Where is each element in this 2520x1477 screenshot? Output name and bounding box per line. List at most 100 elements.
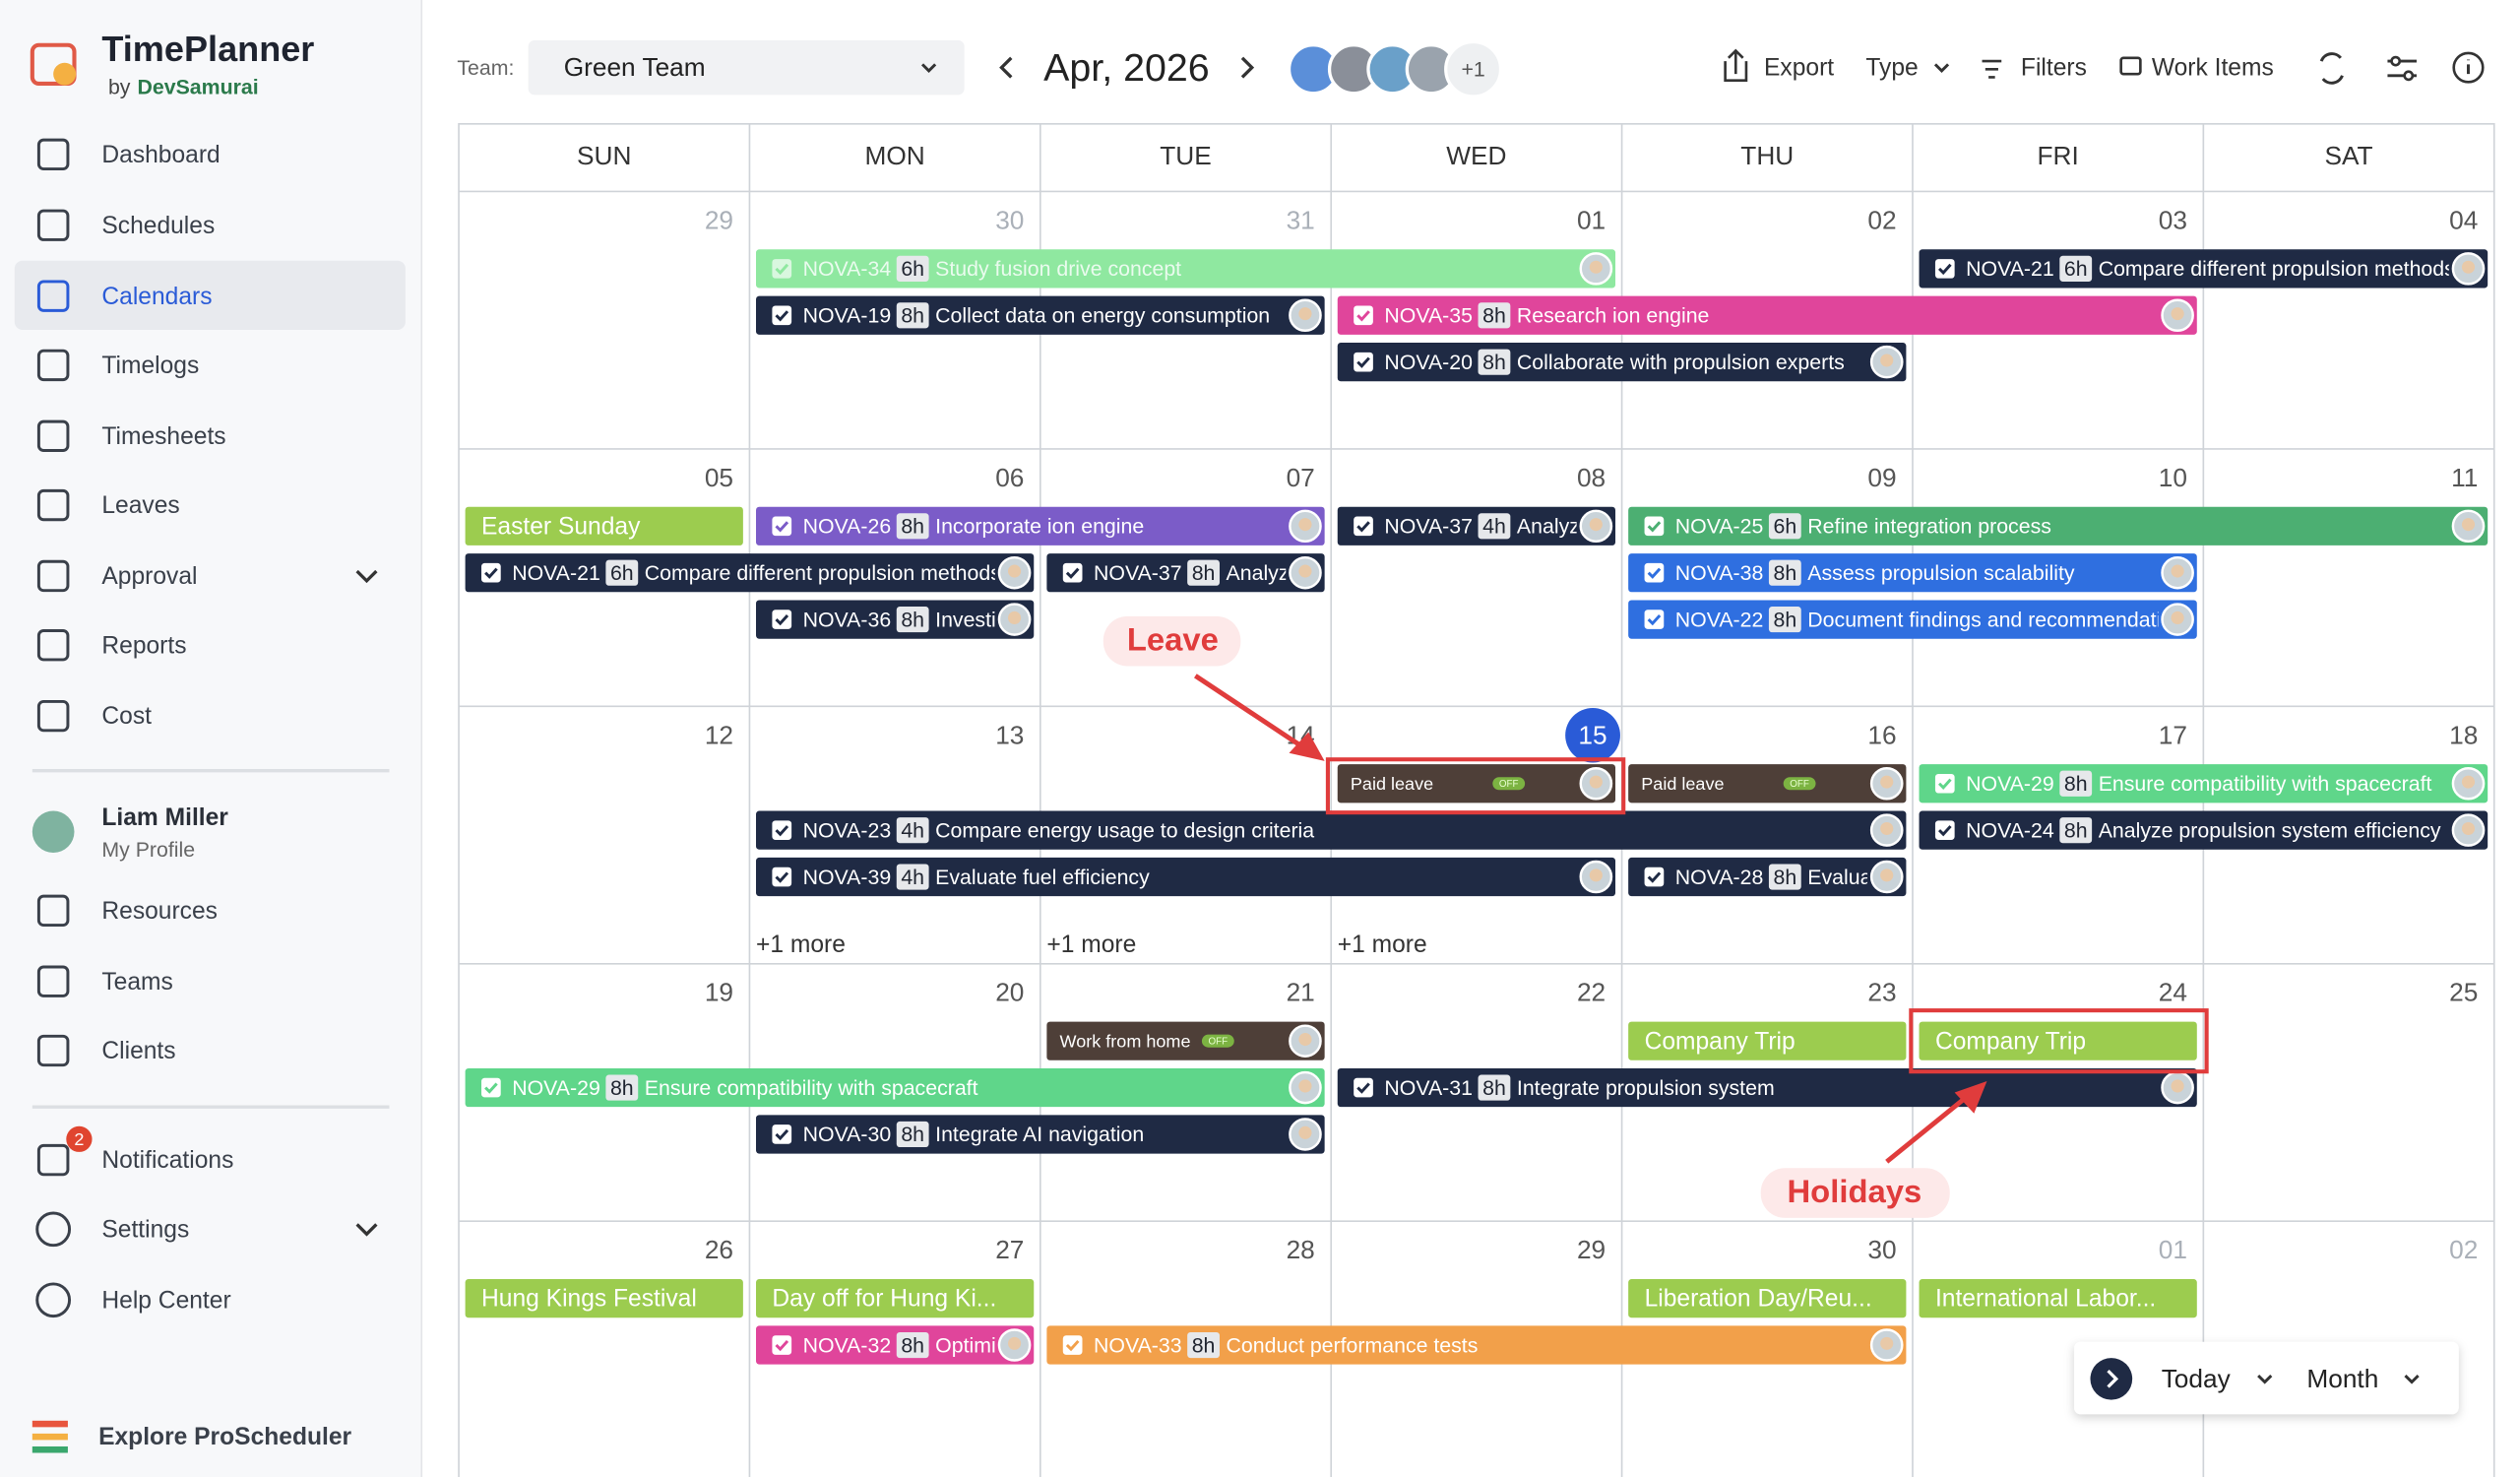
nav-item[interactable]: Schedules — [101, 213, 215, 239]
prev-button[interactable] — [999, 56, 1013, 79]
checkbox[interactable] — [772, 516, 792, 537]
nav-item[interactable]: Timelogs — [101, 353, 199, 379]
leave-bar[interactable] — [1046, 1021, 1325, 1060]
event[interactable]: NOVA-39 4h Evaluate fuel efficiency — [756, 857, 1616, 897]
checkbox[interactable] — [772, 1335, 792, 1355]
profile-name[interactable]: Liam Miller — [101, 804, 228, 831]
holiday-title[interactable]: Company Trip — [1935, 1028, 2086, 1055]
nav-item[interactable]: Clients — [101, 1038, 175, 1064]
checkbox[interactable] — [772, 305, 792, 326]
task-bar[interactable] — [1046, 553, 1325, 593]
toolbar-action[interactable]: Type — [1865, 55, 1918, 82]
expand-button[interactable] — [2090, 1358, 2133, 1400]
nav-icon[interactable] — [36, 699, 70, 733]
refresh-icon[interactable] — [2319, 52, 2344, 85]
event[interactable]: NOVA-34 6h Study fusion drive concept — [756, 249, 1616, 289]
checkbox[interactable] — [1354, 305, 1373, 326]
checkbox[interactable] — [1354, 1077, 1373, 1098]
nav-icon[interactable] — [36, 419, 70, 452]
checkbox[interactable] — [772, 867, 792, 887]
info-icon[interactable] — [2452, 51, 2485, 84]
nav-item[interactable]: Notifications — [101, 1147, 233, 1174]
more-link[interactable]: +1 more — [756, 931, 846, 958]
holiday-title[interactable]: Liberation Day/Reu... — [1645, 1286, 1872, 1313]
event[interactable]: NOVA-31 8h Integrate propulsion system — [1337, 1067, 2197, 1108]
view-mode[interactable]: Month — [2306, 1364, 2378, 1393]
event[interactable]: Easter Sunday — [465, 506, 743, 546]
member-more-count[interactable]: +1 — [1461, 58, 1484, 82]
holiday-bar[interactable] — [465, 506, 743, 546]
leave-title[interactable]: Paid leave — [1641, 774, 1724, 794]
nav-item[interactable]: Teams — [101, 969, 172, 995]
nav-icon[interactable] — [36, 209, 70, 241]
nav-icon[interactable] — [36, 965, 70, 997]
holiday-bar[interactable] — [465, 1279, 743, 1318]
holiday-bar[interactable] — [1919, 1279, 2197, 1318]
holiday-title[interactable]: Hung Kings Festival — [481, 1286, 697, 1313]
nav-icon[interactable] — [36, 894, 70, 928]
event[interactable]: NOVA-37 8h Analyz — [1046, 553, 1325, 593]
nav-icon[interactable] — [36, 488, 70, 522]
task-bar[interactable] — [1337, 1067, 2197, 1108]
event[interactable]: NOVA-19 8h Collect data on energy consumpt… — [756, 295, 1325, 335]
nav-icon[interactable] — [36, 138, 70, 171]
event[interactable]: NOVA-21 6h Compare different propulsion me… — [1919, 249, 2488, 289]
event[interactable]: NOVA-25 6h Refine integration process — [1628, 506, 2488, 546]
nav-item[interactable]: Settings — [101, 1217, 189, 1244]
event[interactable]: Paid leave OFF — [1337, 764, 1616, 803]
event[interactable]: Work from home OFF — [1046, 1021, 1325, 1060]
nav-item[interactable]: Resources — [101, 898, 218, 925]
task-bar[interactable] — [756, 1325, 1035, 1365]
task-bar[interactable] — [1046, 1325, 1907, 1365]
team-value[interactable]: Green Team — [564, 52, 706, 82]
checkbox[interactable] — [1644, 562, 1665, 583]
nav-item[interactable]: Reports — [101, 632, 186, 659]
checkbox[interactable] — [1644, 867, 1665, 887]
nav-icon[interactable] — [36, 1034, 70, 1067]
event[interactable]: Paid leave OFF — [1628, 764, 1907, 803]
holiday-bar[interactable] — [1919, 1021, 2197, 1060]
checkbox[interactable] — [1934, 773, 1955, 794]
event[interactable]: International Labor... — [1919, 1279, 2197, 1318]
filter-icon[interactable] — [1982, 59, 2002, 79]
holiday-bar[interactable] — [1628, 1021, 1907, 1060]
event[interactable]: Liberation Day/Reu... — [1628, 1279, 1907, 1318]
task-bar[interactable] — [1337, 506, 1616, 546]
holiday-bar[interactable] — [1628, 1279, 1907, 1318]
nav-icon[interactable] — [35, 1282, 72, 1318]
event[interactable]: NOVA-22 8h Document findings and recommend… — [1628, 600, 2197, 639]
event[interactable]: NOVA-33 8h Conduct performance tests — [1046, 1325, 1907, 1365]
nav-item[interactable]: Cost — [101, 703, 152, 730]
nav-item[interactable]: Dashboard — [101, 142, 220, 168]
event[interactable]: NOVA-23 4h Compare energy usage to design … — [756, 810, 1907, 850]
holiday-title[interactable]: Day off for Hung Ki... — [772, 1286, 996, 1313]
today-button[interactable]: Today — [2162, 1364, 2232, 1393]
checkbox[interactable] — [1934, 259, 1955, 279]
event[interactable]: NOVA-35 8h Research ion engine — [1337, 295, 2197, 335]
nav-item[interactable]: Calendars — [101, 284, 212, 310]
team-select[interactable] — [528, 39, 965, 96]
toolbar-action[interactable]: Work Items — [2152, 55, 2274, 82]
checkbox[interactable] — [772, 1124, 792, 1144]
event[interactable]: NOVA-24 8h Analyze propulsion system effic… — [1919, 810, 2488, 850]
event[interactable]: NOVA-26 8h Incorporate ion engine — [756, 506, 1325, 546]
event[interactable]: Hung Kings Festival — [465, 1279, 743, 1318]
more-link[interactable]: +1 more — [1338, 931, 1427, 958]
event[interactable]: NOVA-37 4h Analyz — [1337, 506, 1616, 546]
checkbox[interactable] — [772, 610, 792, 629]
checkbox[interactable] — [1644, 610, 1665, 629]
task-bar[interactable] — [756, 810, 1907, 850]
checkbox[interactable] — [1354, 516, 1373, 537]
checkbox[interactable] — [1062, 1335, 1083, 1355]
checkbox[interactable] — [1062, 562, 1083, 583]
leave-title[interactable]: Paid leave — [1351, 774, 1433, 794]
event[interactable]: NOVA-21 6h Compare different propulsion me… — [465, 553, 1035, 593]
nav-icon[interactable] — [36, 1143, 70, 1177]
nav-icon[interactable] — [36, 559, 70, 593]
task-bar[interactable] — [1628, 857, 1907, 897]
task-bar[interactable] — [756, 600, 1035, 639]
checkbox[interactable] — [772, 820, 792, 840]
nav-icon[interactable] — [35, 1211, 72, 1248]
holiday-bar[interactable] — [756, 1279, 1035, 1318]
checkbox[interactable] — [481, 562, 501, 583]
